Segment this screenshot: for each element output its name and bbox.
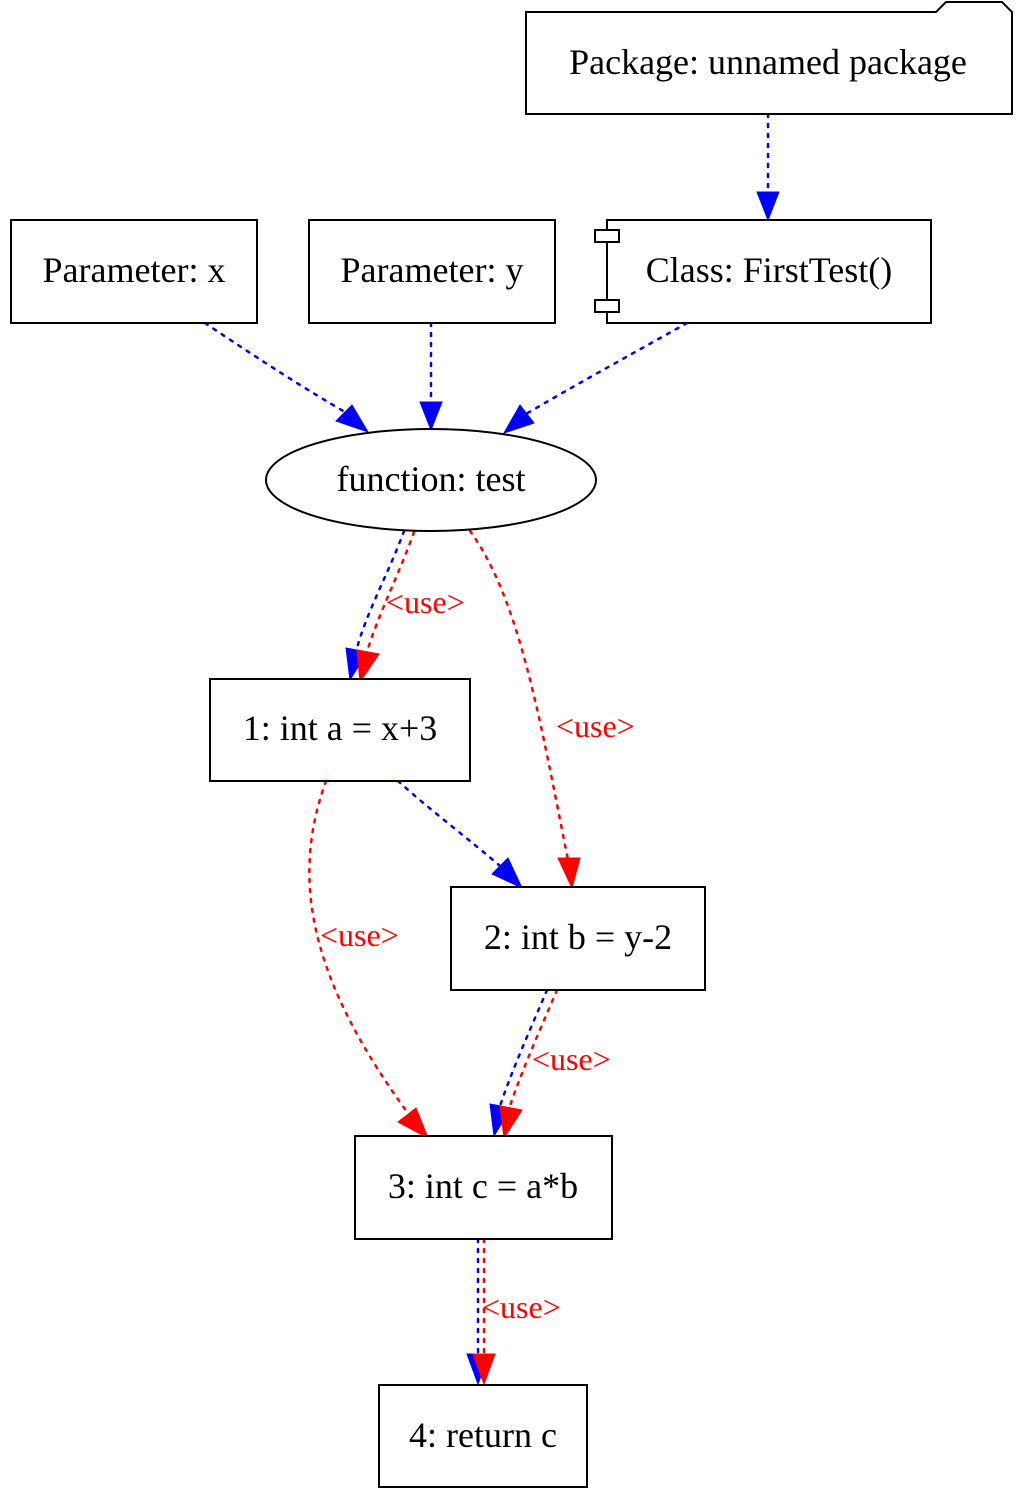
- node-package-label: Package: unnamed package: [569, 42, 967, 82]
- edge-function-to-stmt1-control: [354, 529, 406, 654]
- node-package[interactable]: Package: unnamed package: [525, 1, 1013, 115]
- node-stmt4-label: 4: return c: [409, 1415, 557, 1455]
- node-function[interactable]: function: test: [265, 428, 597, 532]
- edge-stmt1-to-stmt2-control: [396, 779, 502, 868]
- node-class-label: Class: FirstTest(): [646, 250, 892, 290]
- node-function-label: function: test: [337, 459, 526, 499]
- arrowhead-stmt2-to-stmt3-use: [499, 1105, 523, 1140]
- arrowhead-function-to-stmt2-use: [557, 857, 581, 890]
- component-tab-bottom-icon: [594, 299, 620, 313]
- arrowhead-stmt3-to-stmt4-use: [472, 1353, 496, 1386]
- arrowhead-param-x-to-function: [335, 404, 370, 433]
- arrowhead-class-to-function: [502, 404, 535, 434]
- edge-label-stmt2-to-stmt3: <use>: [532, 1041, 611, 1077]
- edge-stmt2-to-stmt3-control: [498, 988, 549, 1108]
- node-stmt1-label: 1: int a = x+3: [243, 708, 438, 748]
- node-param-x[interactable]: Parameter: x: [10, 219, 258, 324]
- component-tab-top-icon: [594, 229, 620, 243]
- edge-param-x-to-function: [203, 321, 347, 414]
- arrowhead-param-y-to-function: [419, 401, 443, 432]
- arrowhead-stmt1-to-stmt2-control: [491, 857, 524, 890]
- edge-class-to-function: [524, 321, 689, 416]
- node-stmt3-label: 3: int c = a*b: [388, 1166, 578, 1206]
- node-class[interactable]: Class: FirstTest(): [594, 219, 932, 324]
- node-param-y-label: Parameter: y: [341, 250, 524, 290]
- node-stmt1[interactable]: 1: int a = x+3: [209, 678, 471, 782]
- edge-stmt2-to-stmt3-use: [508, 988, 559, 1108]
- arrowhead-package-to-class: [756, 191, 780, 222]
- arrowhead-stmt1-to-stmt3-use: [397, 1107, 429, 1140]
- arrowhead-function-to-stmt1-use: [356, 649, 380, 684]
- edge-function-to-stmt2-use: [468, 529, 570, 862]
- node-param-y[interactable]: Parameter: y: [308, 219, 556, 324]
- node-stmt3[interactable]: 3: int c = a*b: [354, 1135, 613, 1240]
- edge-label-function-to-stmt2: <use>: [556, 708, 635, 744]
- edge-label-stmt1-to-stmt3: <use>: [320, 917, 399, 953]
- node-stmt2[interactable]: 2: int b = y-2: [450, 886, 706, 991]
- folder-shape-icon: [525, 1, 1013, 115]
- edge-stmt1-to-stmt3-use: [308, 779, 412, 1118]
- node-stmt4[interactable]: 4: return c: [378, 1384, 588, 1488]
- node-stmt2-label: 2: int b = y-2: [484, 917, 672, 957]
- node-param-x-label: Parameter: x: [43, 250, 226, 290]
- edge-label-function-to-stmt1: <use>: [386, 584, 465, 620]
- edge-label-stmt3-to-stmt4: <use>: [482, 1289, 561, 1325]
